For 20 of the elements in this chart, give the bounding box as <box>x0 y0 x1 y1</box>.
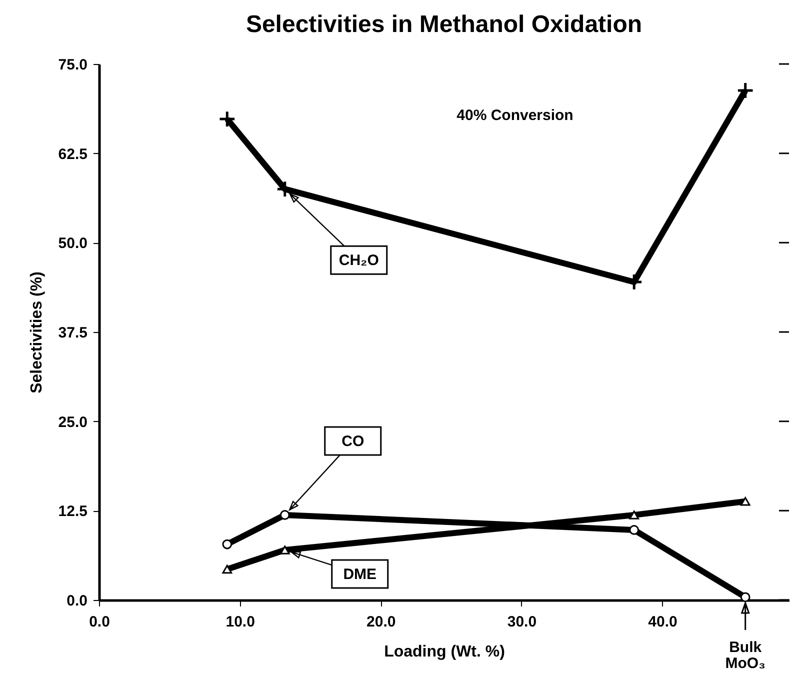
x-tick-label: 40.0 <box>648 614 678 630</box>
text: CO <box>342 432 364 450</box>
series-label: DME <box>343 566 377 583</box>
y-tick-label: 50.0 <box>58 235 88 252</box>
annotation: Bulk MoO₃ <box>725 639 766 672</box>
x-tick-label: 20.0 <box>366 614 396 630</box>
y-tick-label: 62.5 <box>58 146 88 163</box>
y-tick-label: 75.0 <box>58 56 88 74</box>
x-tick-label: 30.0 <box>507 614 537 630</box>
text: CH₂O <box>338 252 380 270</box>
y-tick-label: 12.5 <box>58 503 88 520</box>
y-tick-label: 37.5 <box>58 324 88 342</box>
annotation: 40% Conversion <box>456 107 574 124</box>
x-axis-title: Loading (Wt. %) <box>384 644 505 660</box>
y-tick-label: 25.0 <box>58 414 88 431</box>
chart-title: Selectivities in Methanol Oxidation <box>246 11 642 38</box>
x-tick-label: 10.0 <box>226 614 255 630</box>
x-tick-label: 0.0 <box>89 614 110 630</box>
y-tick-label: 0.0 <box>66 592 88 610</box>
y-axis-title: Selectivities (%) <box>28 272 46 394</box>
